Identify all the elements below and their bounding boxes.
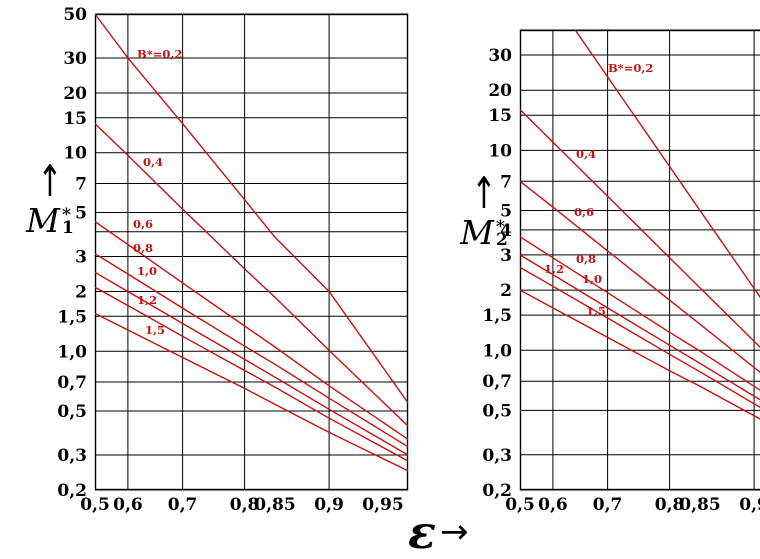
chart-m1-plot: 50 30 20 15 10 7 5 3 2 1,5 1,0 0,7 0,5 0,3 0,2 0,5 0,6 0,… bbox=[57, 5, 409, 515]
y-tick-label: 5 bbox=[500, 202, 512, 222]
curve-label: 0,4 bbox=[576, 147, 596, 161]
x-tick-label: 0,85 bbox=[679, 495, 720, 515]
curve-label: 0,6 bbox=[574, 205, 594, 219]
y-tick-label: 2 bbox=[75, 283, 87, 303]
y-tick-label: 30 bbox=[63, 49, 87, 69]
chart-m2-plot: 30 20 15 10 7 5 4 3 2 1,5 1,0 0,7 0,5 0,3 0,2 0,5 0,6 0,7… bbox=[482, 29, 760, 515]
curves-group bbox=[95, 14, 408, 472]
curve-b-1-2 bbox=[95, 286, 408, 462]
m2-sub: 2 bbox=[495, 230, 508, 250]
x-tick-label: 0,7 bbox=[593, 495, 623, 515]
x-tick-label: 0,8 bbox=[230, 495, 260, 515]
y-tick-label: 10 bbox=[488, 141, 512, 161]
y-tick-label: 3 bbox=[500, 246, 512, 266]
y-axis-label-m1: ↑ M * 1 bbox=[10, 161, 90, 238]
y-tick-label: 50 bbox=[63, 5, 87, 25]
x-tick-label: 0,6 bbox=[113, 495, 143, 515]
curve-label: 0,4 bbox=[143, 155, 163, 169]
y-tick-label: 15 bbox=[63, 109, 87, 129]
y-tick-label: 2 bbox=[500, 281, 512, 301]
curve-label: 1,5 bbox=[145, 323, 165, 337]
y-tick-label: 4 bbox=[500, 221, 512, 241]
x-tick-label: 0,9 bbox=[739, 495, 760, 515]
curve-b-1-2 bbox=[520, 266, 760, 409]
y-tick-label: 1,5 bbox=[57, 307, 87, 327]
curve-label: 1,2 bbox=[137, 293, 157, 307]
m2-symbol: M * 2 bbox=[460, 216, 508, 250]
right-arrow-icon: → bbox=[439, 512, 469, 552]
curve-b-0-8 bbox=[520, 236, 760, 391]
up-arrow-icon: ↑ bbox=[37, 156, 63, 208]
x-tick-label: 0,85 bbox=[254, 495, 295, 515]
x-tick-label: 0,5 bbox=[80, 495, 110, 515]
y-tick-label: 10 bbox=[63, 144, 87, 164]
y-tick-label: 0,5 bbox=[57, 402, 87, 422]
y-tick-label: 1,0 bbox=[57, 342, 87, 362]
curves-group bbox=[520, 30, 760, 420]
curve-label: B*=0,2 bbox=[137, 47, 182, 61]
x-axis-label-epsilon: ε → bbox=[408, 505, 469, 559]
curve-b-1-0 bbox=[95, 271, 408, 456]
curve-label: 1,2 bbox=[544, 262, 564, 276]
curve-b-1-5 bbox=[95, 312, 408, 472]
curve-b-0-2 bbox=[95, 14, 408, 404]
curve-b-0-4 bbox=[520, 109, 760, 349]
curve-b-1-5 bbox=[520, 289, 760, 420]
curve-b-0-2 bbox=[574, 30, 760, 299]
curve-b-0-8 bbox=[95, 253, 408, 448]
x-tick-label: 0,6 bbox=[538, 495, 568, 515]
m2-letter: M bbox=[460, 213, 494, 252]
y-tick-label: 20 bbox=[63, 84, 87, 104]
y-tick-label: 1,5 bbox=[482, 306, 512, 326]
y-tick-label: 5 bbox=[75, 204, 87, 224]
y-tick-label: 0,3 bbox=[57, 446, 87, 466]
y-tick-label: 30 bbox=[488, 46, 512, 66]
curve-b-1-0 bbox=[520, 254, 760, 401]
curve-label: 1,0 bbox=[582, 272, 602, 286]
x-tick-label: 0,7 bbox=[168, 495, 198, 515]
y-axis-label-m2: ↑ M * 2 bbox=[444, 173, 524, 250]
y-tick-label: 7 bbox=[75, 175, 87, 195]
y-tick-label: 0,7 bbox=[482, 372, 512, 392]
m1-symbol: M * 1 bbox=[26, 204, 74, 238]
plot-border bbox=[94, 13, 409, 491]
y-tick-label: 0,2 bbox=[57, 481, 87, 501]
m1-sup: * bbox=[61, 205, 71, 225]
y-tick-label: 0,5 bbox=[482, 401, 512, 421]
plot-border bbox=[519, 29, 760, 491]
m2-sup: * bbox=[495, 217, 505, 237]
curve-label: 0,8 bbox=[133, 241, 153, 255]
y-tick-label: 7 bbox=[500, 172, 512, 192]
x-tick-label: 0,9 bbox=[314, 495, 344, 515]
y-tick-label: 20 bbox=[488, 81, 512, 101]
curve-b-0-6 bbox=[520, 180, 760, 374]
y-tick-label: 3 bbox=[75, 248, 87, 268]
curve-label: 1,0 bbox=[137, 264, 157, 278]
curve-b-0-4 bbox=[95, 123, 408, 427]
y-tick-label: 15 bbox=[488, 106, 512, 126]
curve-b-0-6 bbox=[95, 221, 408, 440]
curve-label: 0,6 bbox=[133, 217, 153, 231]
y-tick-label: 1,0 bbox=[482, 341, 512, 361]
curve-label: 0,8 bbox=[576, 252, 596, 266]
y-tick-label: 0,2 bbox=[482, 481, 512, 501]
y-tick-label: 0,3 bbox=[482, 446, 512, 466]
m1-sub: 1 bbox=[61, 218, 74, 238]
x-tick-label: 0,95 bbox=[362, 495, 403, 515]
curve-label: 1,5 bbox=[586, 304, 606, 318]
y-tick-label: 0,7 bbox=[57, 373, 87, 393]
curve-label: B*=0,2 bbox=[608, 61, 653, 75]
epsilon-symbol: ε bbox=[408, 505, 436, 559]
x-tick-label: 0,5 bbox=[505, 495, 535, 515]
up-arrow-icon: ↑ bbox=[471, 168, 497, 220]
x-tick-label: 0,8 bbox=[655, 495, 685, 515]
m1-letter: M bbox=[26, 201, 60, 240]
